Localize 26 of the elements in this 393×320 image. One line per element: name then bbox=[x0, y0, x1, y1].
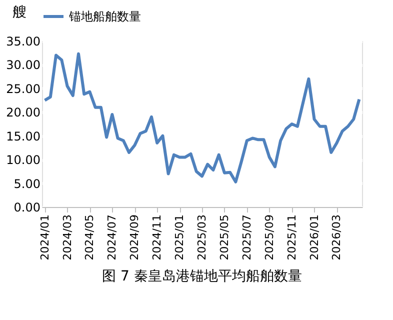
x-tick-label: 2024/09 bbox=[128, 214, 142, 260]
y-tick-label: 5.00 bbox=[14, 176, 40, 191]
legend-label: 锚地船舶数量 bbox=[68, 10, 141, 24]
y-tick-label: 25.00 bbox=[6, 82, 40, 96]
y-tick-label: 35.00 bbox=[6, 34, 40, 48]
y-tick-label: 0.00 bbox=[14, 200, 40, 214]
x-tick-label: 2024/01 bbox=[38, 214, 52, 260]
y-tick-label: 10.00 bbox=[6, 153, 40, 168]
x-tick-label: 2025/07 bbox=[240, 214, 254, 260]
x-tick-label: 2025/05 bbox=[218, 214, 231, 260]
x-tick-label: 2025/01 bbox=[173, 214, 186, 260]
x-tick-label: 2026/03 bbox=[330, 214, 344, 260]
x-tick-label: 2025/03 bbox=[196, 214, 208, 260]
y-tick-label: 15.00 bbox=[6, 129, 40, 144]
x-tick-label: 2024/11 bbox=[150, 214, 164, 260]
x-tick-label: 2026/01 bbox=[308, 214, 321, 260]
x-tick-label: 2024/07 bbox=[106, 214, 119, 260]
y-tick-label: 20.00 bbox=[6, 106, 40, 120]
x-tick-label: 2024/03 bbox=[60, 214, 74, 260]
x-tick-label: 2025/11 bbox=[285, 214, 298, 260]
y-tick-label: 30.00 bbox=[6, 58, 40, 72]
x-tick-label: 2024/05 bbox=[83, 214, 96, 260]
y-axis-title: 艘 bbox=[12, 4, 26, 20]
text: 图 7 秦皇岛港锚地平均船舶数量 bbox=[102, 268, 302, 285]
x-tick-label: 2025/09 bbox=[262, 214, 276, 260]
line-series bbox=[43, 52, 361, 184]
